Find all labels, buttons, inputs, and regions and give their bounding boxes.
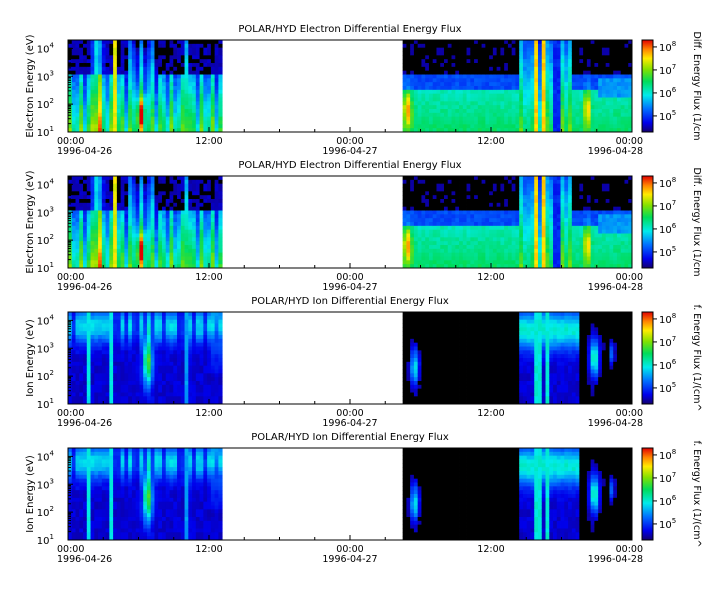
y-tick-label: 103: [37, 477, 54, 491]
y-tick-label: 104: [37, 41, 55, 55]
colorbar-tick-label: 105: [659, 245, 676, 259]
x-tick-time: 12:00: [195, 136, 222, 147]
y-tick-label: 101: [37, 533, 54, 547]
colorbar: [641, 175, 654, 269]
x-tick-time: 00:00: [57, 408, 84, 419]
x-tick-time: 00:00: [616, 408, 643, 419]
panel-title: POLAR/HYD Electron Differential Energy F…: [238, 24, 461, 35]
y-tick-label: 104: [37, 177, 55, 191]
spectrogram-panel-4: POLAR/HYD Ion Differential Energy Flux 10…: [25, 432, 702, 565]
colorbar-tick-label: 108: [659, 176, 676, 190]
x-tick-time: 00:00: [336, 136, 363, 147]
x-tick-time: 12:00: [477, 136, 504, 147]
colorbar-tick-label: 108: [659, 312, 676, 326]
y-tick-label: 102: [37, 97, 54, 111]
spectrogram-panel-1: POLAR/HYD Electron Differential Energy F…: [25, 24, 702, 157]
colorbar-tick-label: 107: [659, 199, 676, 213]
y-tick-label: 104: [37, 449, 55, 463]
x-tick-time: 00:00: [57, 136, 84, 147]
x-tick-date: 1996-04-27: [322, 418, 377, 429]
y-tick-label: 101: [37, 125, 54, 139]
x-tick-time: 00:00: [616, 272, 643, 283]
panel-title: POLAR/HYD Ion Differential Energy Flux: [251, 296, 449, 307]
colorbar-label: f. Energy Flux (1/(cm^: [691, 305, 702, 412]
colorbar-tick-label: 108: [659, 448, 676, 462]
y-axis-label: Ion Energy (eV): [25, 319, 36, 397]
y-tick-label: 103: [37, 69, 54, 83]
y-tick-label: 104: [37, 313, 55, 327]
x-tick-time: 12:00: [477, 272, 504, 283]
colorbar-tick-label: 106: [659, 358, 677, 372]
colorbar-tick-label: 106: [659, 86, 677, 100]
x-tick-time: 00:00: [57, 544, 84, 555]
x-tick-time: 00:00: [57, 272, 84, 283]
x-tick-date: 1996-04-26: [57, 554, 112, 565]
x-tick-date: 1996-04-28: [588, 554, 643, 565]
y-tick-label: 103: [37, 205, 54, 219]
x-tick-date: 1996-04-27: [322, 146, 377, 157]
x-tick-date: 1996-04-27: [322, 554, 377, 565]
x-tick-time: 12:00: [195, 408, 222, 419]
y-tick-label: 101: [37, 261, 54, 275]
colorbar-tick-label: 105: [659, 381, 676, 395]
y-axis-label: Electron Energy (eV): [25, 34, 36, 137]
y-tick-label: 102: [37, 369, 54, 383]
x-tick-time: 12:00: [477, 408, 504, 419]
colorbar-tick-label: 106: [659, 494, 677, 508]
y-tick-label: 101: [37, 397, 54, 411]
x-tick-time: 00:00: [336, 544, 363, 555]
x-tick-date: 1996-04-26: [57, 282, 112, 293]
spectrogram-image: [68, 312, 633, 405]
spectrogram-image: [68, 40, 633, 133]
spectrogram-panel-3: POLAR/HYD Ion Differential Energy Flux 10…: [25, 296, 702, 429]
colorbar: [641, 447, 654, 541]
colorbar: [641, 39, 654, 133]
y-tick-label: 102: [37, 233, 54, 247]
spectrogram-image: [68, 176, 633, 269]
x-tick-date: 1996-04-28: [588, 146, 643, 157]
y-tick-label: 102: [37, 505, 54, 519]
colorbar-label: f. Energy Flux (1/(cm^: [691, 441, 702, 548]
x-tick-date: 1996-04-28: [588, 282, 643, 293]
colorbar-tick-label: 107: [659, 471, 676, 485]
colorbar-tick-label: 105: [659, 109, 676, 123]
spectrogram-panel-2: POLAR/HYD Electron Differential Energy F…: [25, 160, 702, 293]
x-tick-date: 1996-04-28: [588, 418, 643, 429]
colorbar-label: Diff. Energy Flux (1/cm: [691, 167, 702, 276]
spectrogram-image: [68, 448, 633, 541]
x-tick-time: 00:00: [336, 408, 363, 419]
colorbar-tick-label: 107: [659, 63, 676, 77]
panel-title: POLAR/HYD Ion Differential Energy Flux: [251, 432, 449, 443]
x-tick-date: 1996-04-26: [57, 146, 112, 157]
colorbar-label: Diff. Energy Flux (1/cm: [691, 31, 702, 140]
colorbar-tick-label: 106: [659, 222, 677, 236]
colorbar: [641, 311, 654, 405]
y-tick-label: 103: [37, 341, 54, 355]
x-tick-time: 12:00: [195, 544, 222, 555]
x-tick-date: 1996-04-27: [322, 282, 377, 293]
colorbar-tick-label: 108: [659, 40, 676, 54]
x-tick-time: 12:00: [195, 272, 222, 283]
x-tick-time: 00:00: [616, 544, 643, 555]
y-axis-label: Ion Energy (eV): [25, 455, 36, 533]
colorbar-tick-label: 107: [659, 335, 676, 349]
x-tick-date: 1996-04-26: [57, 418, 112, 429]
x-tick-time: 00:00: [616, 136, 643, 147]
panel-title: POLAR/HYD Electron Differential Energy F…: [238, 160, 461, 171]
x-tick-time: 12:00: [477, 544, 504, 555]
x-tick-time: 00:00: [336, 272, 363, 283]
y-axis-label: Electron Energy (eV): [25, 170, 36, 273]
colorbar-tick-label: 105: [659, 517, 676, 531]
